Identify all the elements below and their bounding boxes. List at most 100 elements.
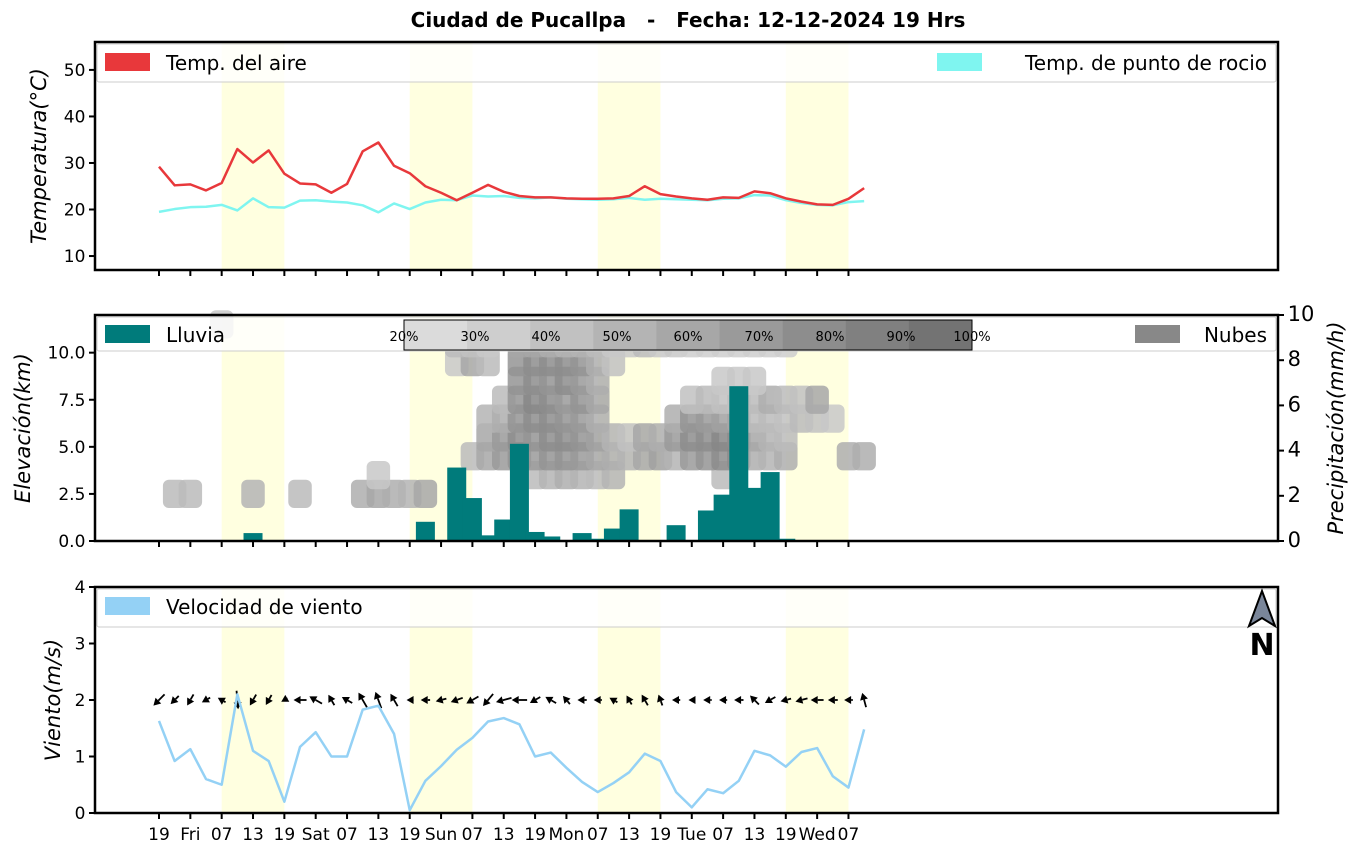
x-tick-label: 07 [838,825,860,845]
x-tick-label: 13 [744,825,766,845]
wind-arrow [435,695,447,704]
x-tick-label: 19 [524,825,546,845]
y-tick-label: 40 [64,107,86,127]
wind-arrow [810,696,824,704]
x-tick-label: Mon [548,825,584,845]
rain-bar [494,519,514,541]
legend-label-rain: Lluvia [166,323,225,347]
wind-arrow [827,696,838,704]
rain-bar [603,528,623,541]
wind-arrow [562,695,571,705]
x-tick-label: Sat [302,825,330,845]
wind-arrow [495,696,512,705]
wind-arrow [626,695,634,705]
y-tick-label: 0.0 [58,532,85,552]
wind-arrow [764,696,776,704]
wind-arrow [483,693,494,707]
y-tick-label: 10 [64,247,86,267]
y-tick-label: 2 [75,691,86,711]
rain-bar [666,525,686,541]
chart-title: Ciudad de Pucallpa - Fecha: 12-12-2024 1… [411,8,966,32]
cloud-cell [241,479,265,509]
colorbar-label: 70% [745,330,774,345]
wind-arrow [529,696,541,703]
x-tick-label: 13 [493,825,515,845]
cloud-cell [366,460,391,490]
cloud-cell [852,442,876,471]
rain-bar [541,536,561,541]
wind-arrow [703,696,712,704]
rain-bars [243,386,796,541]
cloud-cell [805,385,829,414]
wind-arrow [341,697,353,704]
x-tick-label: 07 [211,825,233,845]
colorbar-segment [593,320,657,350]
rain-bar [447,467,467,541]
rain-bar [243,533,263,541]
precipitation-y-ticks: 0 2 4 6 8 10 [1278,302,1314,552]
colorbar-segment [404,320,468,350]
legend-swatch-dew-point [937,53,982,71]
y-tick-label: 4 [1288,438,1301,462]
air-temp-line [158,141,865,207]
x-tick-label: 13 [368,825,390,845]
rain-bar [697,510,717,541]
y-tick-label: 3 [75,635,86,655]
dew-point-line [158,193,865,214]
colorbar-segment [845,320,910,350]
temperature-frame [93,40,1280,272]
wind-arrow [609,697,618,705]
elevation-y-ticks: 0.0 2.5 5.0 7.5 10.0 [48,344,95,552]
rain-bar [572,533,592,541]
wind-legend: Velocidad de viento [96,588,1277,628]
colorbar-label: 90% [887,330,916,345]
wind-arrow [593,696,602,704]
compass-label: N [1249,628,1274,663]
wind-y-label: Viento(m/s) [41,639,65,761]
rain-bar [729,386,749,541]
wind-arrow [153,693,166,706]
wind-arrow [719,696,728,704]
wind-arrow [577,696,587,704]
wind-arrow [688,696,696,704]
x-tick-label: 19 [650,825,672,845]
wind-arrow [672,696,681,704]
temperature-lines [158,141,865,214]
legend-swatch-clouds [1135,325,1180,343]
colorbar-label: 50% [603,330,632,345]
colorbar-label: 80% [816,330,845,345]
colorbar-label: 40% [532,330,561,345]
rain-bar [478,535,498,541]
wind-arrow [545,696,557,704]
wind-y-ticks: 0 1 2 3 4 [75,578,95,824]
temperature-y-label: Temperatura(°C) [27,68,51,244]
x-tick-label: 19 [148,825,170,845]
wind-arrow [406,696,414,704]
rain-bar [713,494,733,541]
legend-label-air-temp: Temp. del aire [165,51,307,75]
wind-arrow [217,697,227,705]
legend-label-wind-speed: Velocidad de viento [166,595,363,619]
y-tick-label: 10 [1288,302,1315,326]
x-tick-label: Sun [425,825,457,845]
wind-arrow [657,694,665,706]
y-tick-label: 0 [75,804,86,824]
legend-label-dew-point: Temp. de punto de rocio [1024,51,1267,75]
y-tick-label: 5.0 [58,438,85,458]
wind-arrow [420,696,431,704]
y-tick-label: 6 [1288,392,1301,416]
wind-arrow [328,694,336,706]
x-tick-label: 19 [274,825,296,845]
y-tick-label: 1 [75,748,86,768]
x-tick-label: 07 [336,825,358,845]
y-tick-label: 30 [64,154,86,174]
wind-arrow [201,695,211,703]
x-tick-label: 19 [775,825,797,845]
colorbar-label: 20% [390,330,419,345]
x-tick-label: Fri [180,825,200,845]
wind-arrow [511,696,528,704]
temperature-panel: 10 20 30 40 50 Temperatura(°C) Temp. del air… [27,40,1280,276]
y-tick-label: 4 [75,578,86,598]
wind-arrow [750,695,760,706]
